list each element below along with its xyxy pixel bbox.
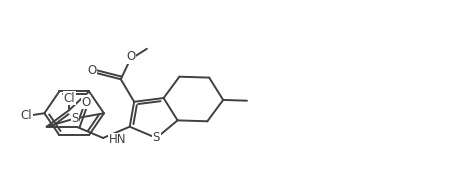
Text: HN: HN xyxy=(109,133,127,146)
Text: S: S xyxy=(153,131,160,145)
Text: O: O xyxy=(127,50,136,63)
Text: S: S xyxy=(71,112,79,125)
Text: O: O xyxy=(81,96,91,109)
Text: Cl: Cl xyxy=(63,92,75,105)
Text: Cl: Cl xyxy=(21,109,33,122)
Text: O: O xyxy=(87,64,96,78)
